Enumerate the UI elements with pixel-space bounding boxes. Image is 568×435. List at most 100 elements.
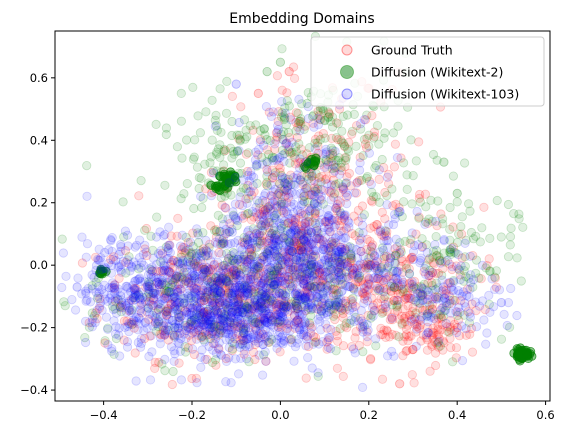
data-point	[336, 135, 346, 145]
data-point	[342, 172, 352, 182]
data-point	[364, 253, 374, 263]
data-point	[238, 319, 248, 329]
data-point	[392, 278, 402, 288]
data-point	[212, 149, 222, 159]
data-point	[307, 171, 317, 181]
data-point	[214, 263, 224, 273]
data-point	[294, 139, 304, 149]
data-point	[384, 332, 394, 342]
data-point	[251, 147, 261, 157]
data-point	[309, 198, 319, 208]
data-point	[216, 286, 226, 296]
data-point	[387, 312, 397, 322]
data-point	[127, 305, 137, 315]
data-point	[266, 315, 277, 325]
data-point	[254, 287, 264, 297]
data-point	[333, 155, 343, 165]
data-point	[288, 220, 298, 230]
data-point	[477, 260, 488, 270]
data-point	[416, 289, 426, 299]
data-point	[382, 325, 392, 335]
data-point	[330, 314, 340, 325]
data-point	[356, 246, 366, 256]
data-point	[315, 316, 325, 326]
data-point	[479, 202, 489, 212]
data-point	[155, 266, 166, 276]
data-point	[376, 330, 386, 340]
data-point	[285, 247, 295, 257]
data-point	[91, 265, 101, 275]
data-point	[441, 289, 451, 299]
data-point	[402, 170, 412, 180]
data-point	[263, 244, 274, 254]
data-point	[371, 334, 381, 344]
data-point	[304, 143, 315, 153]
data-point	[141, 223, 152, 234]
data-point	[150, 363, 160, 373]
data-point	[200, 292, 210, 302]
data-point	[431, 245, 442, 255]
data-point	[293, 108, 303, 118]
data-point	[440, 257, 450, 267]
data-point	[198, 314, 208, 325]
data-point	[315, 302, 326, 312]
data-point	[485, 233, 495, 243]
data-point	[278, 134, 288, 144]
data-point	[374, 139, 384, 149]
data-point	[300, 237, 310, 247]
data-point	[236, 102, 246, 112]
data-point	[386, 346, 397, 356]
data-point	[459, 310, 469, 320]
data-point	[225, 143, 236, 153]
data-point	[256, 280, 266, 290]
data-point	[351, 327, 361, 337]
data-point	[169, 331, 180, 341]
data-point	[305, 320, 315, 330]
data-point	[293, 229, 303, 239]
data-point	[454, 265, 465, 275]
data-point	[422, 335, 432, 345]
data-point	[453, 315, 464, 325]
data-point	[411, 229, 421, 239]
data-point	[421, 333, 432, 343]
data-point	[403, 320, 413, 330]
data-point	[392, 295, 403, 306]
data-point	[341, 153, 351, 163]
data-point	[150, 317, 160, 327]
data-point	[257, 231, 267, 241]
data-point	[126, 317, 136, 327]
data-point	[227, 255, 237, 266]
data-point	[329, 192, 339, 202]
data-point	[450, 296, 460, 306]
data-point	[272, 343, 282, 353]
data-point	[201, 262, 211, 272]
data-point	[185, 319, 195, 330]
data-point	[455, 270, 465, 280]
data-point	[213, 144, 223, 154]
data-point	[174, 312, 184, 322]
data-point	[301, 291, 311, 302]
data-point	[311, 281, 321, 291]
data-point	[113, 295, 123, 305]
data-point	[282, 88, 292, 98]
data-point	[109, 280, 120, 290]
data-point	[273, 107, 284, 117]
data-point	[206, 330, 216, 340]
data-point	[296, 144, 306, 154]
data-point	[215, 185, 225, 196]
data-point	[250, 339, 260, 350]
data-point	[438, 311, 448, 322]
data-point	[187, 373, 197, 384]
data-point	[482, 260, 492, 271]
data-point	[219, 160, 229, 170]
data-point	[432, 292, 442, 302]
data-point	[273, 262, 283, 272]
data-point	[160, 280, 170, 290]
data-point	[151, 119, 161, 130]
data-point	[365, 259, 375, 269]
data-point	[454, 229, 464, 239]
data-point	[397, 318, 407, 328]
data-point	[295, 126, 305, 136]
data-point	[242, 209, 252, 219]
data-point	[512, 253, 522, 263]
